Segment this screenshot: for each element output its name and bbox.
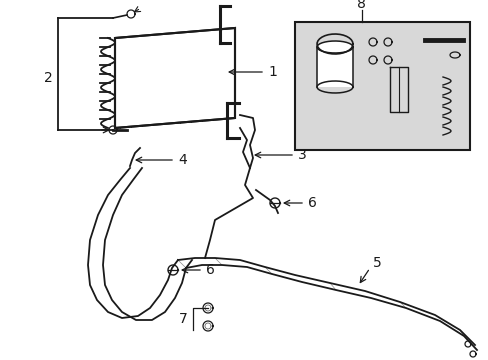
Text: 8: 8 — [356, 0, 365, 11]
Text: 3: 3 — [297, 148, 306, 162]
Text: 6: 6 — [307, 196, 316, 210]
Text: 1: 1 — [267, 65, 276, 79]
Bar — [316, 47, 352, 87]
Text: 4: 4 — [178, 153, 186, 167]
Text: 7: 7 — [178, 312, 187, 326]
Ellipse shape — [316, 41, 352, 53]
Bar — [294, 22, 469, 150]
Text: 2: 2 — [43, 71, 52, 85]
Polygon shape — [115, 28, 235, 128]
Text: 5: 5 — [372, 256, 381, 270]
Text: 6: 6 — [205, 263, 214, 277]
